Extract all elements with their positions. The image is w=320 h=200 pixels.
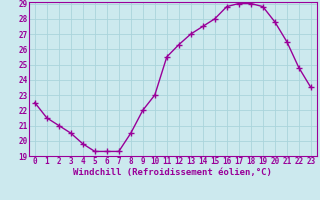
X-axis label: Windchill (Refroidissement éolien,°C): Windchill (Refroidissement éolien,°C) bbox=[73, 168, 272, 177]
